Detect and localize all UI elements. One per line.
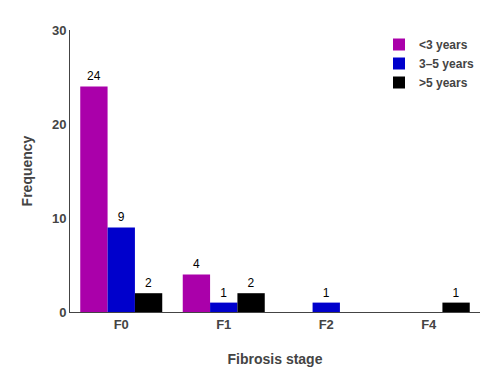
svg-text:Fibrosis stage: Fibrosis stage bbox=[228, 351, 323, 367]
svg-text:2: 2 bbox=[145, 276, 152, 290]
svg-text:F0: F0 bbox=[114, 317, 129, 332]
svg-text:9: 9 bbox=[118, 210, 125, 224]
svg-text:<3 years: <3 years bbox=[419, 38, 468, 52]
svg-text:1: 1 bbox=[453, 286, 460, 300]
svg-text:20: 20 bbox=[52, 117, 66, 132]
svg-text:30: 30 bbox=[52, 23, 66, 38]
svg-text:10: 10 bbox=[52, 211, 66, 226]
svg-text:F2: F2 bbox=[319, 317, 334, 332]
svg-text:2: 2 bbox=[248, 276, 255, 290]
svg-text:F4: F4 bbox=[421, 317, 437, 332]
svg-text:Frequency: Frequency bbox=[19, 135, 35, 206]
svg-text:24: 24 bbox=[87, 69, 101, 83]
svg-text:4: 4 bbox=[193, 257, 200, 271]
svg-text:F1: F1 bbox=[216, 317, 231, 332]
svg-text:1: 1 bbox=[323, 286, 330, 300]
svg-text:>5 years: >5 years bbox=[419, 76, 468, 90]
svg-text:1: 1 bbox=[220, 286, 227, 300]
svg-text:0: 0 bbox=[59, 305, 66, 320]
svg-text:3–5 years: 3–5 years bbox=[419, 57, 474, 71]
